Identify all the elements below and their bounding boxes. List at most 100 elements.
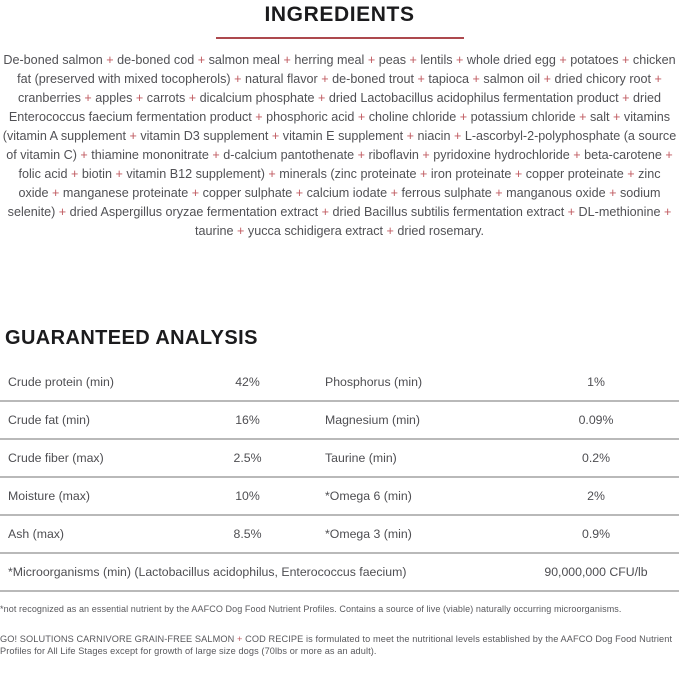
ingredient-item: phosphoric acid — [266, 110, 355, 124]
ingredient-item: zinc oxide — [18, 167, 661, 200]
analysis-value-right: 2% — [587, 489, 605, 503]
ingredient-item: biotin — [81, 167, 112, 181]
plus-separator: + — [364, 53, 379, 67]
analysis-label-right: Phosphorus (min) — [325, 375, 423, 389]
plus-separator: + — [354, 148, 369, 162]
ingredient-item: chicken fat (preserved with mixed tocoph… — [17, 53, 676, 86]
analysis-label-right: *Omega 6 (min) — [325, 489, 412, 503]
ingredients-list: De-boned salmon + de-boned cod + salmon … — [0, 51, 679, 241]
plus-separator: + — [185, 91, 200, 105]
plus-separator: + — [661, 148, 673, 162]
plus-separator: + — [605, 186, 620, 200]
plus-separator: + — [491, 186, 507, 200]
analysis-value-left: 10% — [235, 489, 260, 503]
ingredient-item: de-boned cod — [117, 53, 195, 67]
plus-separator: + — [208, 148, 224, 162]
plus-separator: + — [264, 167, 280, 181]
plus-separator: + — [383, 224, 398, 238]
guaranteed-analysis-title: GUARANTEED ANALYSIS — [5, 327, 258, 349]
plus-separator: + — [102, 53, 118, 67]
ingredient-item: copper sulphate — [202, 186, 293, 200]
ingredient-item: thiamine mononitrate — [91, 148, 209, 162]
analysis-value-left: 16% — [235, 413, 260, 427]
ingredient-item: sodium selenite) — [7, 186, 661, 219]
aafco-statement-prefix: GO! SOLUTIONS CARNIVORE GRAIN-FREE SALMO… — [0, 634, 235, 644]
ingredient-item: tapioca — [428, 72, 470, 86]
analysis-label-right: Taurine (min) — [325, 451, 397, 465]
ingredient-item: peas — [378, 53, 406, 67]
analysis-label-right: Magnesium (min) — [325, 413, 420, 427]
plus-separator: + — [416, 167, 431, 181]
ingredient-item: manganese proteinate — [62, 186, 189, 200]
ingredient-item: vitamin D3 supplement — [140, 129, 269, 143]
ingredient-item: folic acid — [18, 167, 68, 181]
plus-separator: + — [80, 91, 96, 105]
ingredient-item: de-boned trout — [332, 72, 415, 86]
plus-separator: + — [452, 53, 467, 67]
plus-separator: + — [660, 205, 672, 219]
ingredient-item: lentils — [420, 53, 453, 67]
ingredient-item: cranberries — [17, 91, 81, 105]
ingredient-item: vitamins (vitamin A supplement — [2, 110, 671, 143]
ingredient-item: taurine — [195, 224, 234, 238]
plus-separator: + — [279, 53, 295, 67]
ingredient-item: potassium chloride — [470, 110, 576, 124]
analysis-label-right: *Omega 3 (min) — [325, 527, 412, 541]
analysis-value-microorganisms: 90,000,000 CFU/lb — [544, 565, 648, 579]
ingredients-title: INGREDIENTS — [264, 3, 415, 26]
plus-separator: + — [623, 167, 639, 181]
plus-separator: + — [569, 148, 585, 162]
plus-separator: + — [540, 72, 555, 86]
ingredient-item: salt — [589, 110, 610, 124]
analysis-value-right: 0.9% — [581, 527, 611, 541]
plus-separator: + — [618, 53, 633, 67]
analysis-label-left: Ash (max) — [8, 527, 65, 541]
analysis-row-microorganisms: *Microorganisms (min) (Lactobacillus aci… — [0, 554, 679, 592]
plus-separator: + — [55, 205, 70, 219]
ingredient-item: carrots — [146, 91, 186, 105]
plus-separator: + — [251, 110, 267, 124]
ingredient-item: apples — [95, 91, 133, 105]
plus-separator: + — [292, 186, 307, 200]
plus-separator: + — [188, 186, 203, 200]
plus-separator: + — [555, 53, 571, 67]
ingredient-item: dried Lactobacillus acidophilus fermenta… — [328, 91, 619, 105]
ingredient-item: dried chicory root — [554, 72, 652, 86]
plus-separator: + — [354, 110, 369, 124]
analysis-value-right: 0.2% — [581, 451, 611, 465]
ingredient-item: vitamin B12 supplement) — [126, 167, 265, 181]
ingredient-item: iron proteinate — [430, 167, 512, 181]
aafco-statement-suffix: COD RECIPE is formulated to meet the nut… — [0, 634, 673, 656]
ingredient-item: choline chloride — [368, 110, 457, 124]
ingredient-item: herring meal — [294, 53, 365, 67]
ingredient-item: De-boned salmon — [3, 53, 103, 67]
ingredient-item: salmon oil — [483, 72, 541, 86]
plus-separator: + — [564, 205, 579, 219]
plus-separator: + — [609, 110, 624, 124]
analysis-label-left: Crude fiber (max) — [8, 451, 104, 465]
ingredient-item: whole dried egg — [466, 53, 556, 67]
ingredient-item: minerals (zinc proteinate — [279, 167, 417, 181]
ingredient-item: dried Bacillus subtilis fermentation ext… — [332, 205, 565, 219]
analysis-value-right: 1% — [587, 375, 605, 389]
plus-separator: + — [111, 167, 127, 181]
plus-separator: + — [132, 91, 147, 105]
plus-separator: + — [418, 148, 434, 162]
ingredient-item: calcium iodate — [306, 186, 388, 200]
analysis-value-left: 42% — [235, 375, 260, 389]
ingredient-item: dried rosemary. — [397, 224, 484, 238]
plus-separator: + — [618, 91, 634, 105]
analysis-label-left: Crude fat (min) — [8, 413, 91, 427]
plus-separator: + — [230, 72, 245, 86]
ingredient-item: beta-carotene — [584, 148, 662, 162]
plus-separator: + — [651, 72, 662, 86]
plus-separator: + — [469, 72, 484, 86]
plus-separator: + — [414, 72, 429, 86]
analysis-row: Crude protein (min) 42% Phosphorus (min) 1% — [0, 364, 679, 402]
analysis-value-left: 8.5% — [233, 527, 262, 541]
plus-separator: + — [575, 110, 590, 124]
plus-separator: + — [318, 205, 333, 219]
analysis-label-left: Crude protein (min) — [8, 375, 114, 389]
analysis-row: Moisture (max) 10% *Omega 6 (min) 2% — [0, 478, 679, 516]
